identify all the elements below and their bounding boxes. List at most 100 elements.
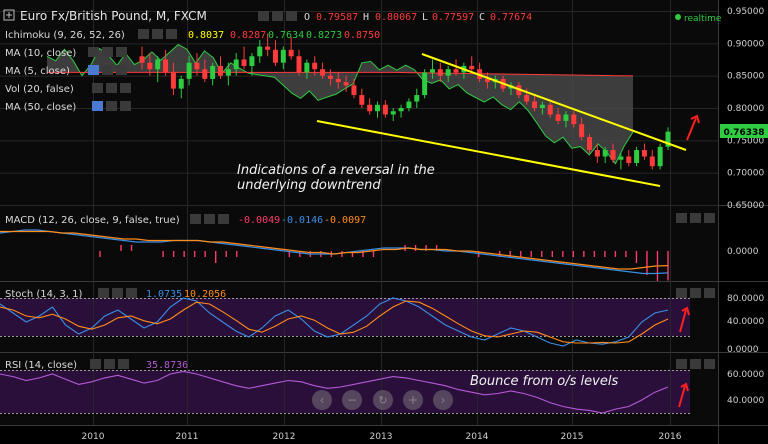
eye-icon[interactable] bbox=[92, 101, 103, 111]
candle-body bbox=[257, 46, 263, 57]
candle-body bbox=[571, 114, 577, 125]
settings-icon[interactable] bbox=[106, 83, 117, 93]
candle-body bbox=[634, 150, 640, 163]
macd-value: -0.0097 bbox=[324, 215, 366, 226]
eye-icon[interactable] bbox=[258, 11, 269, 21]
y-tick-label: 0.85000 bbox=[727, 72, 764, 82]
eye-icon[interactable] bbox=[92, 83, 103, 93]
y-tick-label: 0.65000 bbox=[727, 201, 764, 211]
move-down-icon[interactable] bbox=[690, 213, 701, 223]
candle-body bbox=[265, 46, 271, 50]
scroll-right-button[interactable] bbox=[433, 390, 453, 410]
close-icon[interactable] bbox=[120, 101, 131, 111]
close-icon[interactable] bbox=[126, 288, 137, 298]
candle-body bbox=[272, 49, 278, 63]
candle-body bbox=[579, 124, 585, 138]
ichimoku-label[interactable]: Ichimoku (9, 26, 52, 26) bbox=[5, 30, 125, 41]
candle-body bbox=[202, 69, 208, 79]
move-up-icon[interactable] bbox=[676, 213, 687, 223]
reversal-annotation: Indications of a reversal in the bbox=[237, 163, 435, 178]
settings-icon[interactable] bbox=[102, 65, 113, 75]
candle-body bbox=[178, 78, 184, 89]
candle-body bbox=[335, 78, 341, 83]
stoch-label[interactable]: Stoch (14, 3, 1) bbox=[5, 289, 82, 300]
navigation-overlay: ‹ − ↻ + › bbox=[312, 390, 453, 410]
close-icon[interactable] bbox=[120, 83, 131, 93]
x-tick-label: 2011 bbox=[176, 432, 199, 442]
arrow-up-icon bbox=[680, 382, 689, 392]
eye-icon[interactable] bbox=[88, 65, 99, 75]
reset-button[interactable] bbox=[373, 390, 393, 410]
settings-icon[interactable] bbox=[104, 359, 115, 369]
candle-body bbox=[218, 65, 224, 76]
macd-label[interactable]: MACD (12, 26, close, 9, false, true) bbox=[5, 215, 180, 226]
candle-body bbox=[351, 85, 357, 96]
eye-icon[interactable] bbox=[90, 359, 101, 369]
move-down-icon[interactable] bbox=[690, 288, 701, 298]
eye-icon[interactable] bbox=[88, 47, 99, 57]
eye-icon[interactable] bbox=[98, 288, 109, 298]
ohlc-label: H bbox=[363, 12, 369, 23]
y-tick-label: 0.0000 bbox=[727, 345, 759, 355]
eye-icon[interactable] bbox=[138, 29, 149, 39]
zoom-in-button[interactable] bbox=[403, 390, 423, 410]
macd-signal-line bbox=[0, 230, 669, 270]
y-tick-label: 40.0000 bbox=[727, 396, 764, 406]
settings-icon[interactable] bbox=[102, 47, 113, 57]
candle-body bbox=[382, 104, 388, 115]
scroll-left-button[interactable] bbox=[312, 390, 332, 410]
expand-icon[interactable] bbox=[3, 9, 15, 21]
x-tick-label: 2012 bbox=[273, 432, 296, 442]
candle-body bbox=[280, 49, 286, 63]
arrow-up-icon bbox=[679, 309, 687, 333]
close-icon[interactable] bbox=[704, 359, 715, 369]
move-up-icon[interactable] bbox=[676, 288, 687, 298]
close-icon[interactable] bbox=[116, 65, 127, 75]
settings-icon[interactable] bbox=[272, 11, 283, 21]
zoom-out-button[interactable] bbox=[342, 390, 362, 410]
candle-body bbox=[469, 65, 475, 70]
vol-label[interactable]: Vol (20, false) bbox=[5, 84, 74, 95]
eye-icon[interactable] bbox=[190, 214, 201, 224]
candle-body bbox=[649, 156, 655, 167]
macd-value: -0.0146 bbox=[281, 215, 323, 226]
y-tick-label: 0.75000 bbox=[727, 136, 764, 146]
candle-body bbox=[641, 150, 647, 157]
close-icon[interactable] bbox=[166, 29, 177, 39]
settings-icon[interactable] bbox=[204, 214, 215, 224]
ma10-label[interactable]: MA (10, close) bbox=[5, 48, 76, 59]
candle-body bbox=[563, 114, 569, 121]
close-icon[interactable] bbox=[116, 47, 127, 57]
candle-body bbox=[422, 72, 428, 96]
senkou-span-a bbox=[46, 43, 634, 165]
close-icon[interactable] bbox=[218, 214, 229, 224]
ohlc-value: 0.77674 bbox=[490, 12, 532, 23]
close-icon[interactable] bbox=[704, 288, 715, 298]
reversal-annotation: underlying downtrend bbox=[237, 178, 381, 193]
x-tick-label: 2016 bbox=[659, 432, 682, 442]
stoch-value: 1.0735 bbox=[146, 289, 182, 300]
ma50-label[interactable]: MA (50, close) bbox=[5, 102, 76, 113]
candle-body bbox=[484, 78, 490, 83]
stoch-d-line bbox=[0, 300, 669, 344]
candle-body bbox=[539, 104, 545, 108]
candle-body bbox=[657, 146, 663, 167]
panel-controls bbox=[676, 213, 715, 369]
ohlc-label: O bbox=[304, 12, 310, 23]
candle-body bbox=[586, 137, 592, 151]
ohlc-label: L bbox=[422, 12, 428, 23]
candle-body bbox=[241, 59, 247, 66]
candle-body bbox=[343, 82, 349, 86]
close-icon[interactable] bbox=[286, 11, 297, 21]
rsi-label[interactable]: RSI (14, close) bbox=[5, 360, 77, 371]
settings-icon[interactable] bbox=[152, 29, 163, 39]
close-icon[interactable] bbox=[118, 359, 129, 369]
settings-icon[interactable] bbox=[106, 101, 117, 111]
move-up-icon[interactable] bbox=[676, 359, 687, 369]
close-icon[interactable] bbox=[704, 213, 715, 223]
settings-icon[interactable] bbox=[112, 288, 123, 298]
move-down-icon[interactable] bbox=[690, 359, 701, 369]
ma5-label[interactable]: MA (5, close) bbox=[5, 66, 70, 77]
ichimoku-value: 0.8287 bbox=[230, 30, 266, 41]
candle-body bbox=[398, 108, 404, 112]
